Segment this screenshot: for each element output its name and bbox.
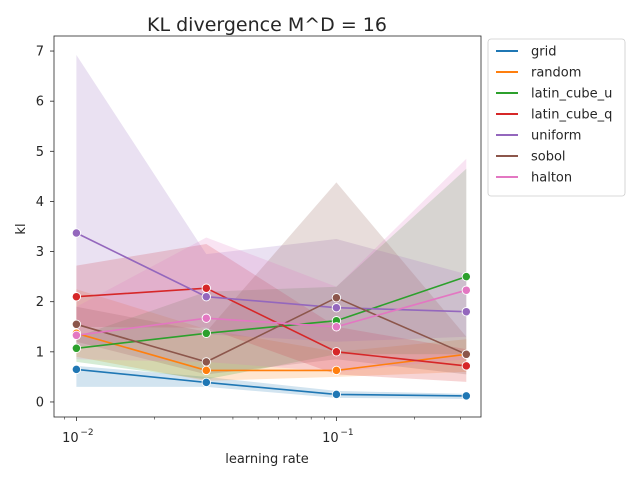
- data-point-random: [201, 365, 211, 376]
- legend-label-latin_cube_u: latin_cube_u: [531, 87, 612, 102]
- legend-label-sobol: sobol: [531, 150, 566, 165]
- data-point-uniform: [201, 292, 211, 302]
- ci-band-uniform: [76, 55, 467, 347]
- legend-label-uniform: uniform: [531, 129, 581, 144]
- y-tick-label: 5: [36, 145, 44, 160]
- confidence-bands: [76, 55, 467, 399]
- legend-label-random: random: [531, 66, 581, 81]
- series-line-latin_cube_u: [76, 275, 467, 350]
- data-point-grid: [461, 391, 471, 401]
- data-point-latin_cube_u: [71, 343, 82, 353]
- data-point-halton: [461, 285, 471, 295]
- series-line-halton: [76, 289, 467, 337]
- ci-band-latin_cube_u: [76, 168, 467, 380]
- ci-band-latin_cube_q: [76, 244, 467, 382]
- plot-frame: [53, 35, 482, 418]
- data-point-uniform: [331, 303, 342, 313]
- y-tick-label: 6: [36, 95, 44, 110]
- series-line-uniform: [76, 232, 467, 313]
- data-point-latin_cube_q: [331, 347, 342, 357]
- data-point-sobol: [71, 319, 82, 329]
- data-point-grid: [201, 377, 211, 388]
- data-point-grid: [71, 364, 82, 375]
- ci-band-halton: [76, 158, 467, 372]
- legend-label-grid: grid: [531, 45, 556, 60]
- y-axis-ticks: 0 1 2 3 4 5 6 7: [36, 45, 54, 410]
- y-tick-label: 4: [36, 195, 44, 210]
- y-tick-label: 0: [36, 395, 44, 410]
- x-tick-label: 10: [322, 431, 339, 446]
- data-point-latin_cube_u: [201, 328, 211, 338]
- data-point-halton: [201, 313, 211, 323]
- series-lines: [76, 232, 467, 397]
- data-point-halton: [71, 330, 82, 340]
- data-point-grid: [331, 389, 342, 400]
- x-tick-label: 10: [62, 431, 79, 446]
- data-point-uniform: [71, 228, 82, 238]
- data-point-latin_cube_q: [71, 292, 82, 302]
- chart-title: KL divergence M^D = 16: [147, 14, 387, 36]
- ci-band-sobol: [76, 182, 467, 375]
- x-tick-exponent: −1: [340, 428, 353, 438]
- y-tick-label: 2: [36, 295, 44, 310]
- y-tick-label: 3: [36, 245, 44, 260]
- y-axis-label: kl: [14, 223, 29, 234]
- x-axis-ticks: 10 −2 10 −1: [62, 417, 461, 446]
- series-line-latin_cube_q: [76, 287, 467, 367]
- data-point-latin_cube_q: [201, 283, 211, 293]
- series-line-random: [76, 332, 467, 372]
- data-point-halton: [331, 322, 342, 332]
- data-point-sobol: [461, 349, 471, 359]
- series-markers: [71, 228, 471, 401]
- y-tick-label: 1: [36, 345, 44, 360]
- series-line-grid: [76, 368, 467, 397]
- data-point-sobol: [331, 293, 342, 303]
- data-point-sobol: [201, 357, 211, 367]
- data-point-random: [331, 365, 342, 376]
- x-tick-exponent: −2: [80, 428, 93, 438]
- data-point-latin_cube_q: [461, 361, 471, 371]
- legend-box: [487, 38, 626, 197]
- y-tick-label: 7: [36, 45, 44, 60]
- x-axis-label: learning rate: [225, 452, 309, 467]
- ci-band-random: [76, 289, 467, 381]
- ci-band-grid: [76, 365, 467, 399]
- legend-label-halton: halton: [531, 171, 572, 186]
- legend-label-latin_cube_q: latin_cube_q: [531, 108, 612, 123]
- series-line-sobol: [76, 296, 467, 363]
- data-point-latin_cube_u: [461, 271, 471, 282]
- data-point-uniform: [461, 307, 471, 317]
- legend: grid random latin_cube_u latin_cube_qunifor…: [487, 38, 626, 197]
